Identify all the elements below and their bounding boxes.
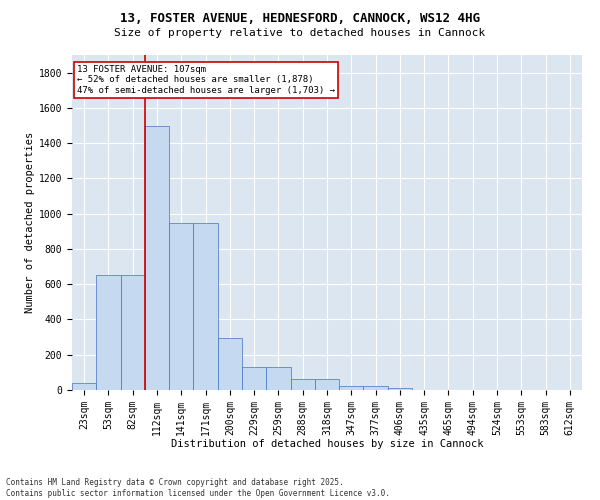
Bar (364, 386, 388, 390)
X-axis label: Distribution of detached houses by size in Cannock: Distribution of detached houses by size … (171, 439, 483, 449)
Bar (145, 126, 169, 390)
Bar (242, 367, 266, 390)
Text: 13, FOSTER AVENUE, HEDNESFORD, CANNOCK, WS12 4HG: 13, FOSTER AVENUE, HEDNESFORD, CANNOCK, … (120, 12, 480, 26)
Bar (72, 383, 96, 390)
Bar (290, 380, 315, 390)
Text: Contains HM Land Registry data © Crown copyright and database right 2025.
Contai: Contains HM Land Registry data © Crown c… (6, 478, 390, 498)
Bar (96, 276, 121, 390)
Bar (121, 276, 145, 390)
Bar (266, 367, 290, 390)
Bar (169, 222, 193, 390)
Bar (218, 338, 242, 390)
Bar (193, 222, 218, 390)
Y-axis label: Number of detached properties: Number of detached properties (25, 132, 35, 313)
Text: 13 FOSTER AVENUE: 107sqm
← 52% of detached houses are smaller (1,878)
47% of sem: 13 FOSTER AVENUE: 107sqm ← 52% of detach… (77, 65, 335, 95)
Bar (339, 386, 364, 390)
Bar (388, 388, 412, 390)
Text: Size of property relative to detached houses in Cannock: Size of property relative to detached ho… (115, 28, 485, 38)
Bar (315, 380, 339, 390)
